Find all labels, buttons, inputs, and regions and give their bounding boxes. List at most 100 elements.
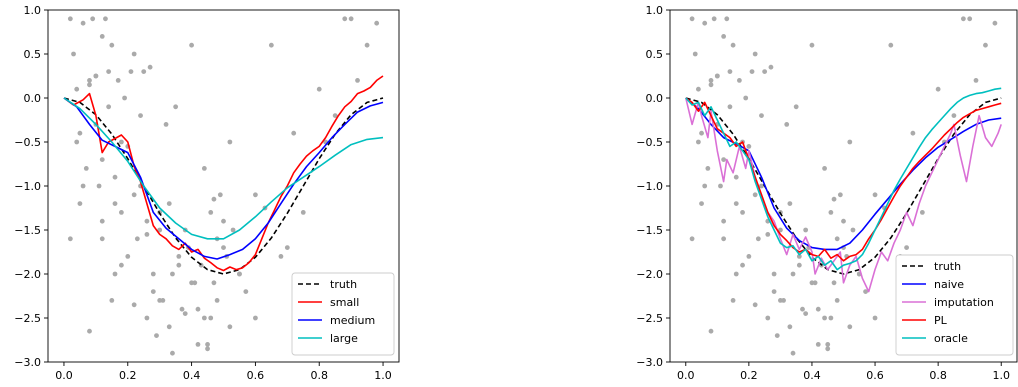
- scatter-point: [112, 174, 118, 180]
- scatter-point: [752, 51, 758, 57]
- scatter-point: [131, 51, 137, 57]
- scatter-point: [771, 289, 777, 294]
- scatter-point: [834, 236, 840, 242]
- scatter-point: [208, 210, 214, 215]
- y-tick-label: −2.5: [14, 312, 41, 325]
- scatter-point: [189, 280, 194, 286]
- scatter-point: [170, 271, 175, 277]
- y-tick-label: 0.5: [24, 48, 42, 61]
- scatter-point: [815, 306, 821, 312]
- scatter-point: [103, 16, 108, 22]
- scatter-point: [221, 245, 226, 251]
- scatter-point: [841, 218, 846, 224]
- scatter-point: [743, 95, 749, 101]
- scatter-point: [118, 210, 124, 215]
- scatter-point: [733, 271, 739, 277]
- scatter-point: [93, 73, 99, 79]
- scatter-point: [253, 192, 258, 198]
- scatter-point: [708, 82, 714, 88]
- scatter-point: [284, 245, 290, 251]
- scatter-point: [125, 254, 131, 259]
- legend-box: [291, 272, 395, 356]
- x-tick-label: 0.0: [55, 369, 73, 382]
- scatter-point: [740, 210, 745, 215]
- scatter-point: [176, 254, 182, 259]
- scatter-point: [702, 183, 708, 189]
- series-line-oracle: [685, 87, 1002, 271]
- scatter-point: [711, 16, 717, 22]
- scatter-point: [87, 78, 92, 83]
- scatter-point: [759, 113, 764, 118]
- y-tick-label: −2.0: [14, 268, 41, 281]
- scatter-point: [157, 227, 163, 233]
- legend-box: [895, 254, 1014, 356]
- y-tick-label: 0.0: [24, 92, 42, 105]
- scatter-point: [221, 218, 226, 224]
- scatter-point: [721, 157, 727, 163]
- scatter-point: [809, 280, 815, 286]
- y-tick-label: −3.0: [636, 356, 663, 369]
- series-line-pl: [685, 97, 1002, 262]
- scatter-point: [718, 183, 723, 189]
- x-tick-label: 1.0: [992, 369, 1010, 382]
- scatter-point: [141, 69, 147, 74]
- scatter-point: [67, 16, 73, 22]
- y-tick-label: −2.0: [636, 268, 663, 281]
- scatter-point: [364, 42, 370, 48]
- scatter-point: [714, 73, 720, 79]
- scatter-point: [205, 342, 210, 347]
- scatter-point: [144, 232, 150, 237]
- y-tick-label: −1.5: [14, 224, 41, 237]
- scatter-point: [692, 51, 698, 57]
- scatter-point: [80, 183, 86, 189]
- scatter-point: [150, 289, 156, 294]
- scatter-point: [727, 69, 733, 74]
- scatter-point: [796, 262, 802, 268]
- scatter-point: [803, 227, 809, 233]
- scatter-point: [721, 34, 727, 39]
- scatter-point: [708, 78, 714, 83]
- scatter-point: [768, 64, 774, 70]
- scatter-point: [800, 306, 805, 312]
- left-chart-panel: 1.0 0.5 0.0 −0.5 −1.0 −1.5 −2.0 −2.5 −3.0 0.0 0.2 0…: [14, 4, 400, 382]
- series-line-naive: [685, 97, 1002, 251]
- scatter-point: [847, 324, 853, 330]
- scatter-point: [689, 16, 695, 22]
- scatter-point: [771, 271, 777, 277]
- scatter-point: [99, 34, 105, 39]
- scatter-point: [77, 130, 83, 136]
- scatter-point: [170, 350, 175, 356]
- scatter-point: [278, 254, 284, 259]
- scatter-point: [253, 315, 258, 321]
- legend-label-medium: medium: [330, 314, 375, 327]
- y-tick-label: −1.0: [636, 180, 663, 193]
- scatter-point: [214, 298, 220, 303]
- scatter-point: [803, 311, 809, 316]
- scatter-point: [787, 201, 793, 207]
- legend-label-truth: truth: [934, 260, 961, 273]
- x-tick-label: 0.4: [803, 369, 821, 382]
- scatter-point: [201, 166, 207, 171]
- scatter-point: [815, 342, 821, 347]
- scatter-point: [919, 210, 925, 215]
- legend: truth naive imputation PL oracle: [895, 254, 1014, 356]
- scatter-point: [973, 78, 979, 83]
- scatter-point: [774, 333, 780, 338]
- scatter-point: [109, 42, 115, 48]
- scatter-point: [157, 298, 163, 303]
- scatter-point: [721, 236, 727, 242]
- scatter-point: [746, 254, 752, 259]
- scatter-point: [863, 289, 868, 294]
- scatter-point: [872, 192, 878, 198]
- y-tick-label: −3.0: [14, 356, 41, 369]
- scatter-point: [201, 315, 207, 321]
- x-tick-label: 0.2: [740, 369, 758, 382]
- y-tick-label: 1.0: [24, 4, 42, 17]
- legend: truth small medium large: [291, 272, 395, 356]
- scatter-point: [834, 298, 840, 303]
- scatter-point: [80, 20, 86, 26]
- legend-label-large: large: [330, 332, 358, 345]
- scatter-point: [87, 328, 92, 334]
- scatter-point: [790, 271, 796, 277]
